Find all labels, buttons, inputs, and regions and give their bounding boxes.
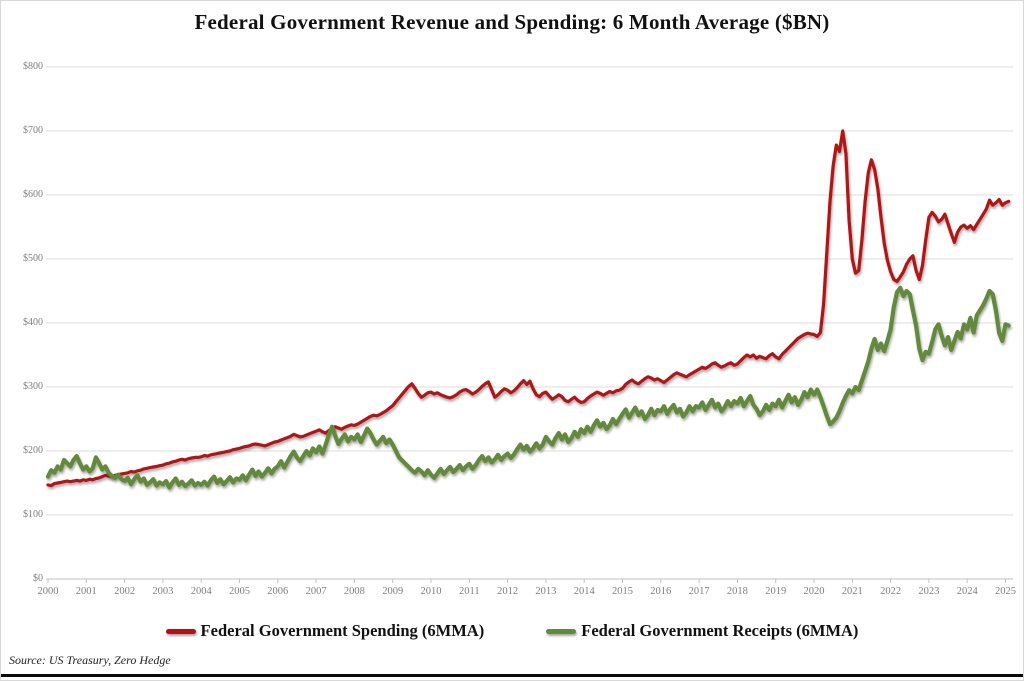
y-tick-label: $600	[23, 189, 43, 200]
x-tick-label: 2016	[650, 586, 672, 597]
x-tick-label: 2004	[190, 586, 212, 597]
x-tick-label: 2002	[114, 586, 136, 597]
y-tick-label: $200	[23, 445, 43, 456]
x-tick-label: 2011	[458, 586, 480, 597]
x-tick-label: 2010	[420, 586, 442, 597]
chart-title: Federal Government Revenue and Spending:…	[194, 10, 830, 34]
source-note: Source: US Treasury, Zero Hedge	[9, 653, 171, 667]
x-tick-label: 2008	[343, 586, 365, 597]
y-tick-label: $100	[23, 509, 43, 520]
x-tick-label: 2017	[688, 586, 710, 597]
x-tick-label: 2014	[573, 586, 595, 597]
receipts-line-marker-icon	[546, 628, 577, 634]
spending-line-marker-icon	[165, 628, 196, 634]
legend-item-receipts: Federal Government Receipts (6MMA)	[546, 621, 858, 641]
x-tick-label: 2005	[229, 586, 250, 597]
x-tick-label: 2015	[612, 586, 633, 597]
x-tick-label: 2001	[75, 586, 97, 597]
x-tick-label: 2018	[726, 586, 748, 597]
y-tick-label: $300	[23, 381, 43, 392]
x-tick-label: 2012	[497, 586, 519, 597]
x-tick-label: 2000	[37, 586, 59, 597]
x-tick-label: 2019	[765, 586, 787, 597]
data-series	[45, 129, 1011, 490]
x-tick-label: 2022	[880, 586, 902, 597]
y-tick-label: $700	[23, 125, 43, 136]
x-axis	[46, 578, 1013, 583]
x-tick-label: 2003	[152, 586, 174, 597]
x-tick-label: 2024	[956, 586, 978, 597]
spending-line	[46, 129, 1011, 488]
legend-item-spending: Federal Government Spending (6MMA)	[165, 621, 485, 641]
x-tick-label: 2023	[918, 586, 940, 597]
y-tick-label: $400	[23, 317, 43, 328]
x-tick-label: 2020	[803, 586, 825, 597]
bottom-divider-bar	[1, 674, 1023, 677]
x-tick-label: 2009	[382, 586, 404, 597]
x-tick-label: 2025	[995, 586, 1016, 597]
y-tick-label: $500	[23, 253, 43, 264]
y-tick-label: $800	[23, 61, 43, 72]
x-tick-label: 2021	[841, 586, 863, 597]
x-tick-label: 2006	[267, 586, 289, 597]
legend-label-spending: Federal Government Spending (6MMA)	[200, 621, 485, 640]
x-tick-label: 2007	[305, 586, 327, 597]
x-tick-label: 2013	[535, 586, 557, 597]
y-tick-label: $0	[33, 573, 43, 584]
legend-label-receipts: Federal Government Receipts (6MMA)	[581, 621, 859, 640]
receipts-line	[45, 285, 1011, 490]
chart-legend: Federal Government Spending (6MMA) Feder…	[1, 621, 1023, 641]
